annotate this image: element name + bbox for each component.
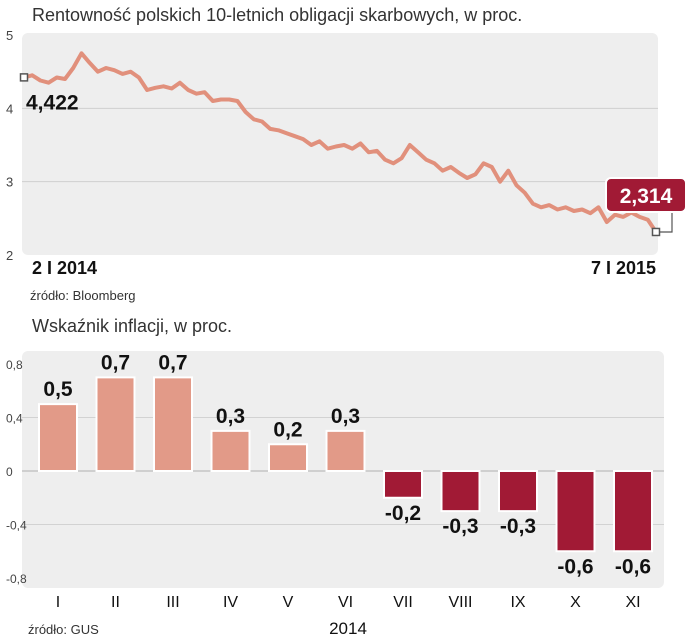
inflation-bar [95, 376, 136, 472]
bar-chart-categories: I II III IV V VI VII VIII IX X XI [56, 594, 641, 611]
line-y-tick-label: 3 [6, 175, 13, 190]
bar-chart-bars [38, 376, 653, 553]
line-y-tick-label: 2 [6, 248, 13, 263]
end-point-marker [651, 227, 661, 237]
bar-category-label: III [166, 594, 179, 611]
bar-value-label: 0,3 [216, 405, 245, 428]
line-chart-y-axis: 5 4 3 2 [6, 28, 13, 263]
inflation-bar [38, 403, 78, 472]
inflation-bar [440, 470, 481, 513]
bar-category-label: IX [510, 594, 525, 611]
bar-chart-source: źródło: GUS [28, 622, 99, 637]
bar-y-tick-label: 0 [6, 465, 13, 479]
bar-value-label: 0,7 [158, 351, 187, 374]
bar-chart-value-labels: 0,5 0,7 0,7 0,3 0,2 0,3 -0,2 -0,3 -0,3 -0,6 -0,6 [43, 351, 651, 578]
start-point-marker [19, 73, 29, 82]
bar-category-label: I [56, 594, 60, 611]
inflation-bar [268, 443, 308, 472]
bar-category-label: II [111, 594, 120, 611]
bar-category-label: VII [393, 594, 413, 611]
line-y-tick-label: 4 [6, 101, 13, 116]
line-chart-source: źródło: Bloomberg [30, 288, 136, 303]
bar-value-label: -0,3 [500, 515, 536, 538]
bar-value-label: 0,7 [101, 351, 130, 374]
inflation-bar [383, 470, 423, 499]
bar-value-label: 0,5 [43, 378, 73, 401]
x-end-date: 7 I 2015 [591, 258, 656, 278]
bar-category-label: XI [625, 594, 640, 611]
end-value-label: 2,314 [620, 185, 673, 208]
end-value-callout-line [660, 211, 673, 233]
bar-value-label: -0,2 [385, 502, 421, 525]
inflation-bar [325, 429, 366, 472]
bar-chart-y-axis: 0,8 0,4 0 -0,4 -0,8 [6, 358, 27, 586]
inflation-bar [613, 470, 653, 553]
bar-value-label: -0,6 [615, 555, 651, 578]
bar-y-tick-label: -0,4 [6, 519, 27, 533]
bar-category-label: X [570, 594, 581, 611]
bar-category-label: V [283, 594, 294, 611]
inflation-bar [555, 470, 596, 553]
line-chart-title: Rentowność polskich 10-letnich obligacji… [32, 5, 522, 25]
inflation-bar [210, 429, 251, 472]
bar-category-label: IV [223, 594, 238, 611]
bar-value-label: -0,3 [442, 515, 478, 538]
end-value-badge [605, 176, 687, 213]
inflation-bar [498, 470, 538, 513]
bar-value-label: -0,6 [557, 555, 593, 578]
bar-y-tick-label: -0,8 [6, 572, 27, 586]
bar-value-label: 0,3 [331, 405, 360, 428]
bar-category-label: VI [338, 594, 353, 611]
line-chart-grid [22, 107, 658, 183]
bar-category-label: VIII [448, 594, 472, 611]
bar-y-tick-label: 0,8 [6, 358, 23, 372]
x-start-date: 2 I 2014 [32, 258, 97, 278]
line-y-tick-label: 5 [6, 28, 13, 43]
bar-y-tick-label: 0,4 [6, 412, 23, 426]
bar-value-label: 0,2 [273, 418, 302, 441]
start-value-label: 4,422 [26, 91, 79, 114]
inflation-bar [153, 376, 193, 472]
bar-chart-year: 2014 [329, 619, 367, 638]
yield-series-line [23, 51, 658, 234]
bar-chart-title: Wskaźnik inflacji, w proc. [32, 316, 232, 336]
